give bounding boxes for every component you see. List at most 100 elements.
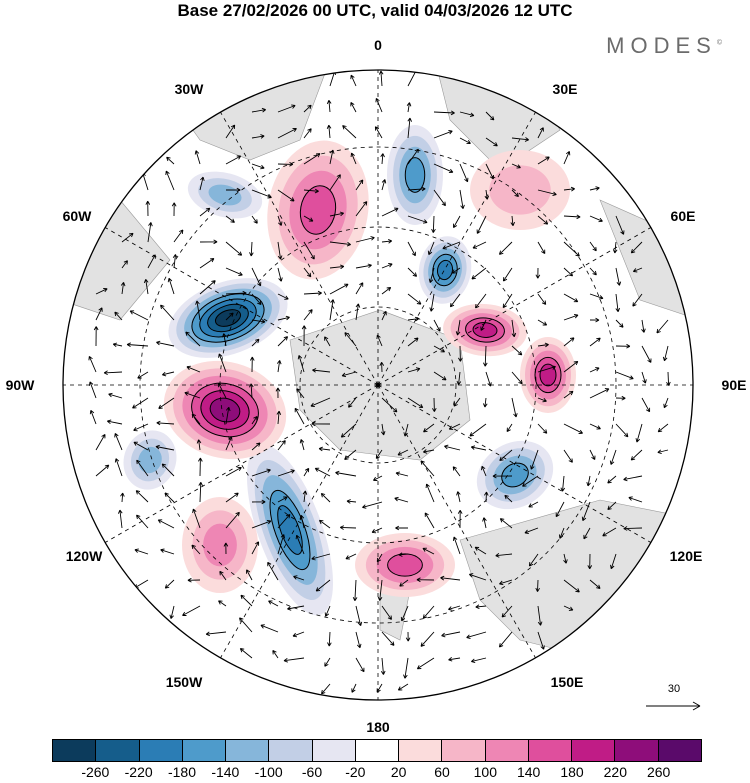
colorbar-tick-label: -60 <box>301 764 323 780</box>
wind-arrow <box>225 312 234 321</box>
wind-arrow <box>610 553 617 570</box>
anomaly-shade-high-pacific <box>210 398 240 422</box>
wind-arrow <box>95 307 103 321</box>
wind-arrow <box>502 267 513 282</box>
colorbar-swatch <box>528 740 573 761</box>
wind-arrow <box>296 388 305 399</box>
wind-arrow <box>251 189 272 199</box>
contour-high-east-indian <box>534 356 562 394</box>
wind-arrow <box>114 311 123 321</box>
wind-arrow <box>222 333 227 347</box>
wind-arrow <box>133 441 149 451</box>
wind-arrow <box>657 449 669 455</box>
wind-arrow <box>407 397 424 409</box>
wind-arrow <box>171 202 177 217</box>
wind-arrow <box>239 617 253 633</box>
contour-low-indian <box>432 253 458 287</box>
wind-arrow <box>299 439 305 451</box>
wind-arrow <box>303 215 314 222</box>
wind-arrow <box>352 579 358 602</box>
wind-arrow <box>167 277 175 295</box>
wind-arrow <box>602 527 617 537</box>
wind-arrow <box>329 264 345 270</box>
wind-arrow <box>433 371 447 381</box>
wind-arrow <box>198 481 204 503</box>
lon-label-30e: 30E <box>552 81 578 97</box>
wind-arrow <box>341 371 357 378</box>
wind-arrow <box>607 501 617 511</box>
colorbar-swatch <box>182 740 227 761</box>
wind-arrow <box>355 605 363 627</box>
wind-arrow <box>287 605 305 611</box>
wind-arrow <box>303 241 315 260</box>
wind-arrow <box>315 579 331 592</box>
lon-label-150w: 150W <box>165 674 203 690</box>
wind-arrow <box>403 657 409 679</box>
wind-arrow <box>137 371 149 379</box>
wind-arrow <box>277 241 283 260</box>
wind-arrow <box>397 683 409 691</box>
wind-arrow <box>303 267 312 278</box>
wind-arrow <box>403 423 409 437</box>
wind-arrow <box>395 525 408 531</box>
wind-arrow <box>407 367 421 373</box>
latitude-circle <box>219 226 537 544</box>
wind-arrow <box>398 552 409 557</box>
wind-arrow <box>407 117 413 139</box>
wind-arrow <box>615 319 624 328</box>
wind-arrow <box>218 600 227 607</box>
wind-arrow <box>433 110 455 116</box>
wind-arrow <box>107 419 123 425</box>
wind-arrow <box>251 415 258 425</box>
wind-arrow <box>376 683 383 693</box>
wind-arrow <box>335 470 357 477</box>
wind-arrow <box>225 290 247 296</box>
anomaly-shade-low-east-pacific <box>138 446 162 474</box>
wind-arrow <box>355 282 364 295</box>
colorbar-swatch <box>53 740 97 761</box>
contour-low-south-atlantic <box>199 298 257 338</box>
wind-arrow <box>537 342 549 348</box>
wind-arrow <box>380 153 385 165</box>
wind-arrow <box>277 104 296 113</box>
wind-arrow <box>469 423 487 437</box>
colorbar-swatch <box>269 740 313 761</box>
wind-arrow <box>251 134 265 139</box>
wind-arrow <box>191 544 201 555</box>
colorbar-swatch <box>355 740 400 761</box>
colorbar-swatch <box>139 740 183 761</box>
wind-arrow <box>441 631 461 638</box>
contour-low-south-atlantic <box>191 293 265 343</box>
wind-arrow <box>251 442 261 451</box>
wind-arrow <box>501 605 513 618</box>
wind-arrow <box>303 153 321 165</box>
wind-arrow <box>225 241 243 256</box>
wind-arrow <box>563 267 574 277</box>
wind-arrow <box>632 267 643 273</box>
wind-arrow <box>117 509 123 529</box>
colorbar-tick-label: 260 <box>646 764 671 780</box>
wind-arrow <box>250 356 255 373</box>
wind-arrow <box>89 409 97 425</box>
contour-low-indian <box>436 259 454 281</box>
contour-low-south-atlantic <box>207 303 249 333</box>
wind-arrow <box>407 148 419 165</box>
wind-arrow <box>251 107 266 113</box>
wind-arrow <box>485 111 495 121</box>
wind-arrow <box>346 499 357 504</box>
wind-arrow <box>158 397 175 409</box>
wind-arrow <box>563 151 571 165</box>
wind-arrow <box>407 293 422 305</box>
wind-arrow <box>310 397 331 408</box>
wind-arrow <box>225 215 235 223</box>
wind-arrow <box>283 657 305 663</box>
wind-arrow <box>165 170 175 191</box>
wind-arrow <box>339 525 357 530</box>
wind-arrow <box>433 319 441 332</box>
wind-arrow <box>459 163 469 183</box>
wind-arrow <box>251 319 266 324</box>
wind-arrow <box>455 319 461 336</box>
wind-arrow <box>277 127 297 139</box>
wind-arrow <box>394 496 409 503</box>
wind-arrow <box>563 293 579 303</box>
